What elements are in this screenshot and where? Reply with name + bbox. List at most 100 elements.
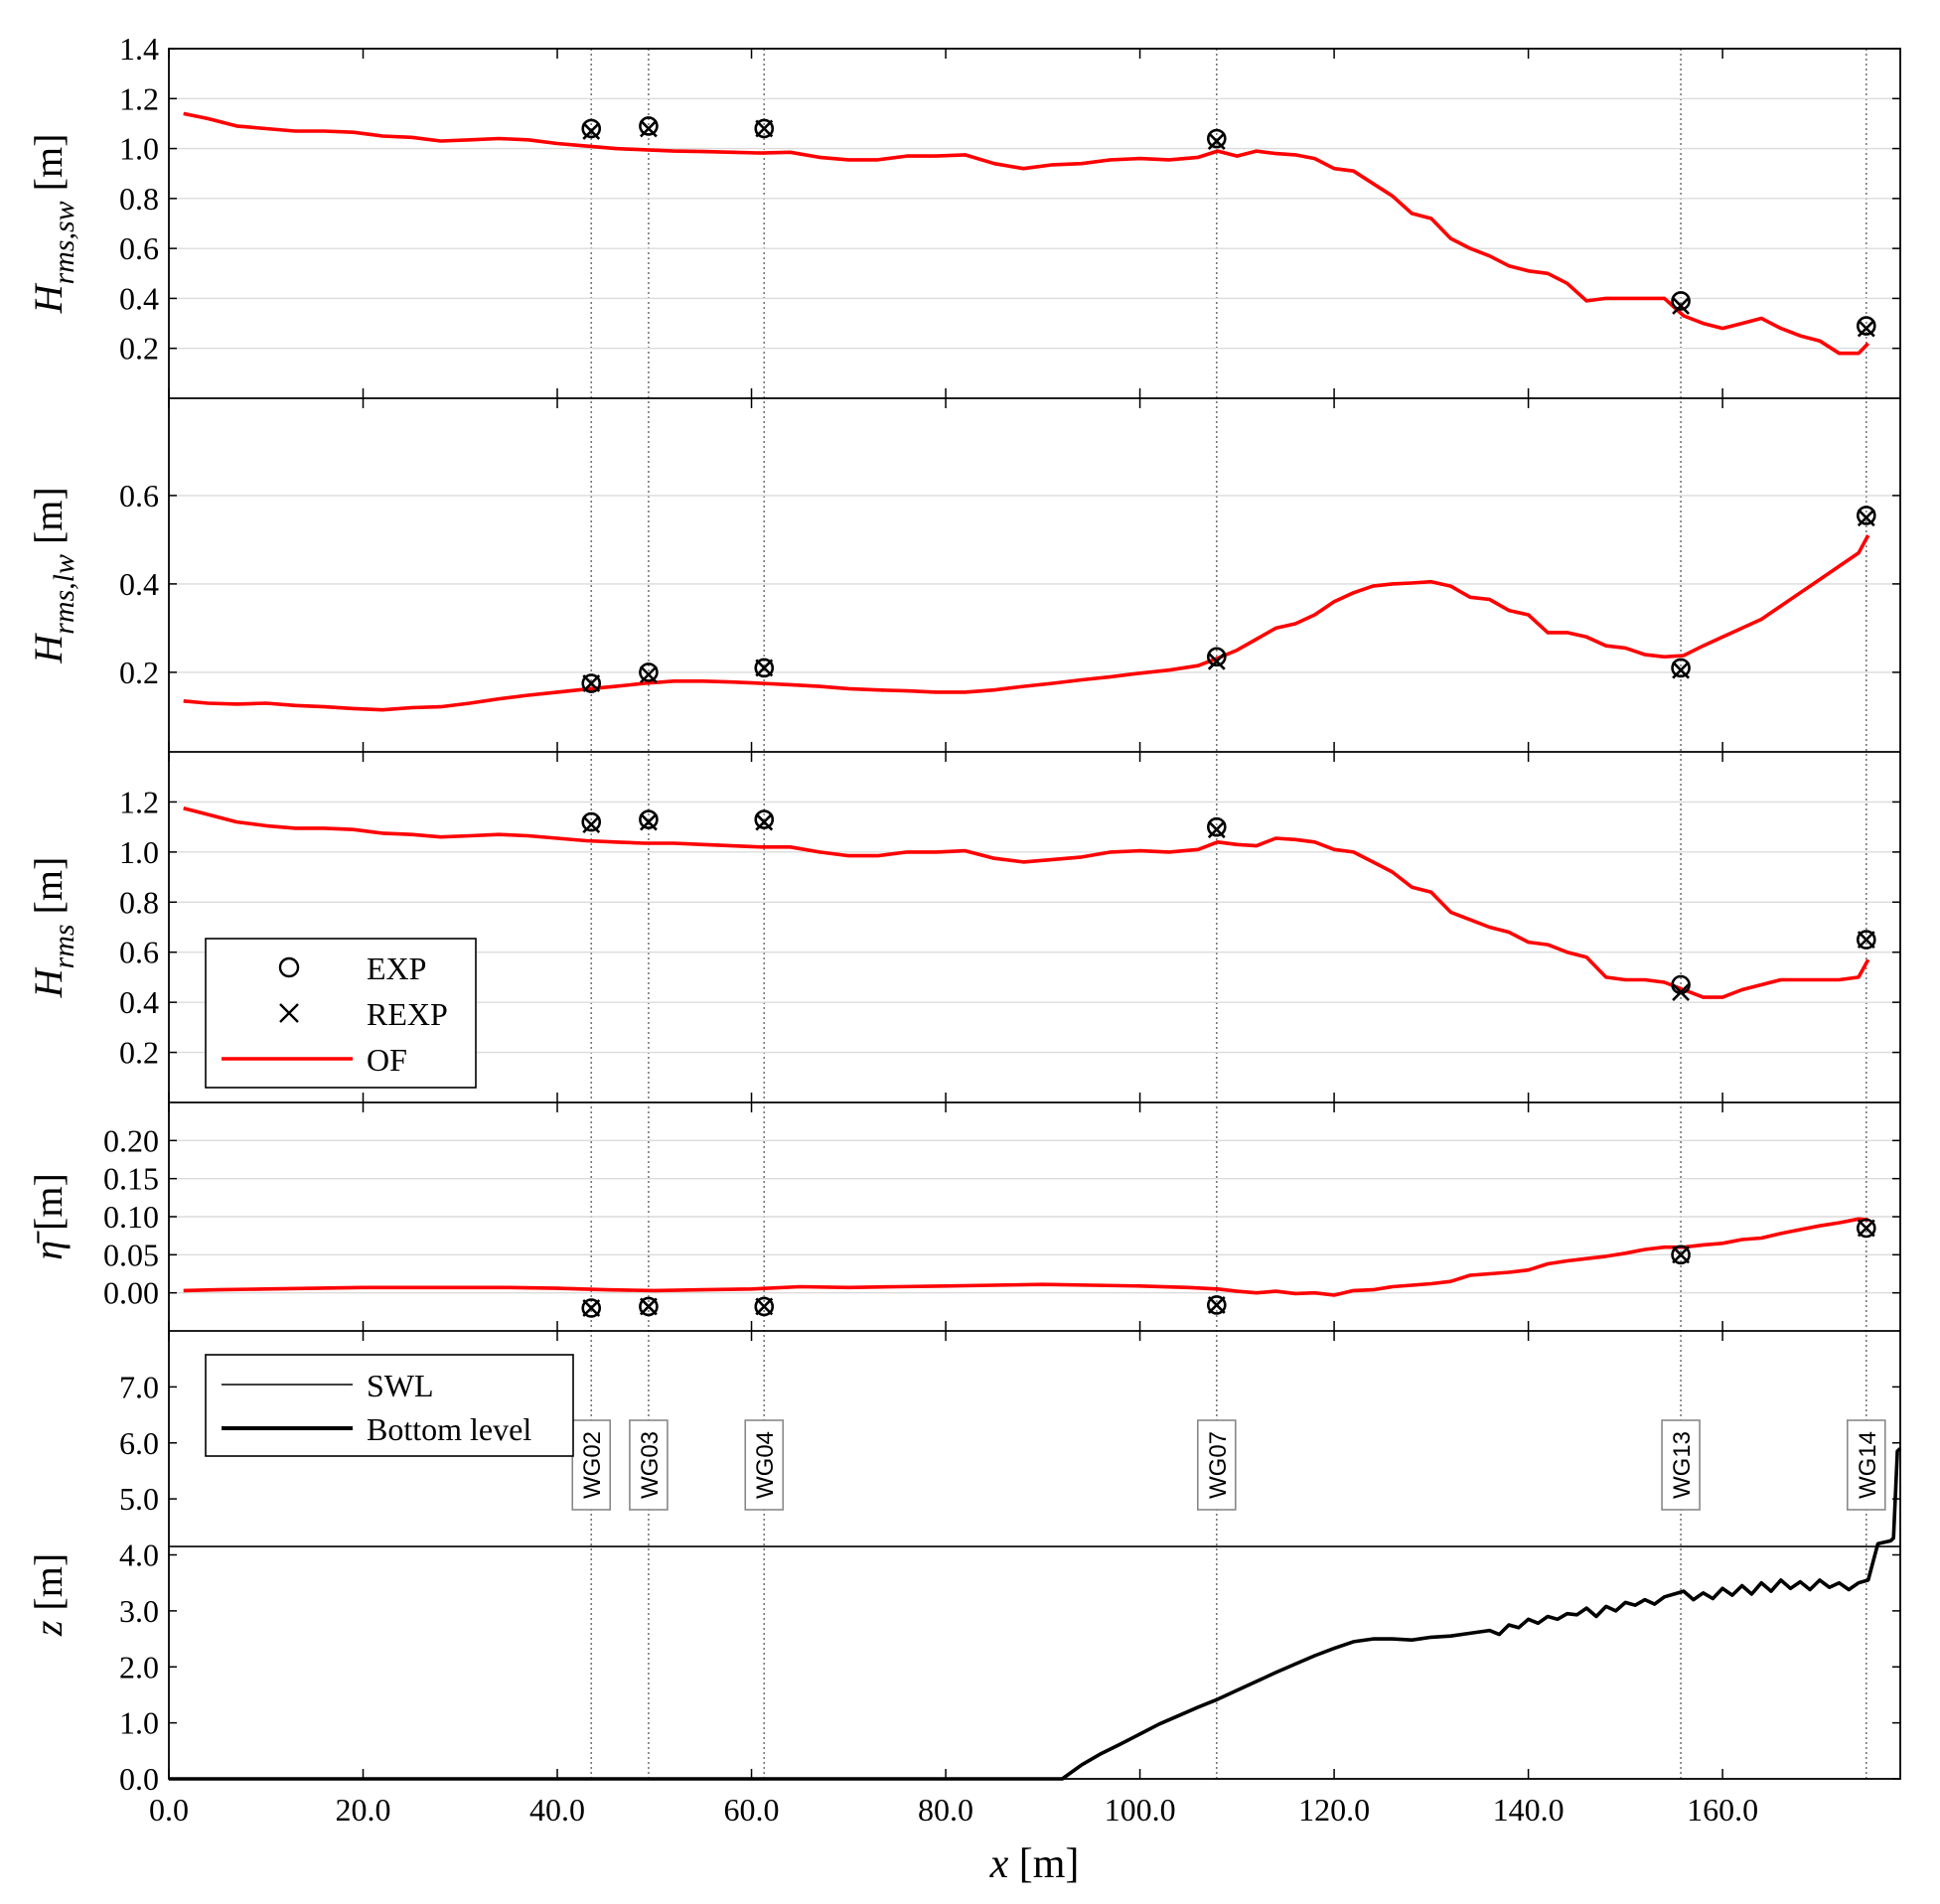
x-tick-label: 100.0 bbox=[1105, 1792, 1176, 1828]
x-tick-label: 80.0 bbox=[918, 1792, 973, 1828]
y-tick-label: 5.0 bbox=[119, 1481, 159, 1517]
bottom-level-line bbox=[169, 1447, 1902, 1781]
svg-text:z [m]: z [m] bbox=[26, 1553, 71, 1637]
exp-point bbox=[1206, 816, 1227, 837]
svg-text:η̄ [m]: η̄ [m] bbox=[26, 1173, 71, 1260]
exp-point bbox=[1856, 1218, 1876, 1239]
exp-point bbox=[581, 118, 602, 139]
x-tick-label: 60.0 bbox=[724, 1792, 780, 1828]
rexp-point bbox=[1672, 660, 1690, 679]
legend-label: Bottom level bbox=[367, 1411, 531, 1447]
legend-box-bottom bbox=[205, 1354, 574, 1457]
rexp-point bbox=[1857, 931, 1875, 950]
y-tick-label: 1.4 bbox=[119, 31, 159, 67]
exp-point bbox=[581, 811, 602, 832]
x-tick-label: 40.0 bbox=[529, 1792, 585, 1828]
y-axis-label: Hrms,lw [m] bbox=[26, 487, 80, 664]
y-tick-label: 1.0 bbox=[119, 131, 159, 167]
y-tick-label: 0.15 bbox=[103, 1161, 159, 1197]
exp-point bbox=[1856, 506, 1876, 525]
svg-text:Hrms,lw [m]: Hrms,lw [m] bbox=[26, 487, 80, 664]
rexp-point bbox=[582, 122, 601, 140]
legend-label: EXP bbox=[367, 951, 426, 986]
x-tick-label: 160.0 bbox=[1687, 1792, 1758, 1828]
y-tick-label: 0.4 bbox=[119, 566, 159, 602]
y-tick-label: 6.0 bbox=[119, 1425, 159, 1461]
y-axis-label: η̄ [m] bbox=[26, 1173, 71, 1260]
y-tick-label: 1.0 bbox=[119, 1705, 159, 1741]
y-tick-label: 0.20 bbox=[103, 1122, 159, 1158]
exp-point bbox=[754, 118, 775, 139]
rexp-point bbox=[755, 1297, 774, 1316]
rexp-point bbox=[1857, 509, 1875, 527]
exp-point bbox=[1856, 930, 1876, 950]
rexp-point bbox=[1857, 319, 1875, 338]
rexp-point bbox=[1207, 1296, 1226, 1314]
y-tick-label: 2.0 bbox=[119, 1649, 159, 1684]
svg-text:Hrms,sw [m]: Hrms,sw [m] bbox=[26, 134, 80, 315]
of-series-line bbox=[183, 111, 1869, 356]
gauge-label: WG04 bbox=[752, 1431, 779, 1499]
gauge-label-box bbox=[744, 1419, 785, 1511]
y-axis-label: z [m] bbox=[26, 1553, 71, 1637]
y-tick-label: 1.0 bbox=[119, 834, 159, 870]
rexp-point bbox=[1672, 297, 1690, 315]
rexp-point bbox=[1207, 652, 1226, 670]
gauge-label: WG02 bbox=[579, 1431, 606, 1499]
exp-point bbox=[581, 673, 602, 693]
x-tick-label: 20.0 bbox=[336, 1792, 391, 1828]
y-axis-label: Hrms,sw [m] bbox=[26, 134, 80, 315]
rexp-point bbox=[582, 1299, 601, 1317]
rexp-point bbox=[1207, 132, 1226, 150]
y-tick-label: 0.2 bbox=[119, 331, 159, 366]
gauge-label: WG14 bbox=[1855, 1431, 1881, 1499]
y-tick-label: 0.8 bbox=[119, 181, 159, 217]
rexp-point bbox=[1672, 983, 1690, 1001]
exp-point bbox=[754, 658, 775, 678]
rexp-point bbox=[639, 119, 658, 138]
y-tick-label: 0.2 bbox=[119, 655, 159, 690]
of-series-line bbox=[183, 534, 1870, 712]
rexp-point bbox=[639, 812, 658, 831]
y-tick-label: 0.4 bbox=[119, 984, 159, 1020]
legend-label: OF bbox=[367, 1042, 407, 1078]
y-tick-label: 0.8 bbox=[119, 884, 159, 920]
gauge-label: WG07 bbox=[1205, 1431, 1232, 1499]
y-tick-label: 0.2 bbox=[119, 1035, 159, 1071]
y-tick-label: 3.0 bbox=[119, 1593, 159, 1629]
y-tick-label: 0.05 bbox=[103, 1237, 159, 1272]
gauge-label-box bbox=[1661, 1419, 1701, 1511]
exp-point bbox=[639, 116, 659, 136]
exp-point bbox=[639, 662, 659, 682]
y-tick-label: 1.2 bbox=[119, 784, 159, 819]
of-series-line bbox=[183, 1217, 1868, 1297]
plot-frame bbox=[168, 48, 1901, 1780]
y-tick-label: 1.2 bbox=[119, 80, 159, 116]
rexp-point bbox=[755, 812, 774, 831]
gauge-label: WG13 bbox=[1669, 1431, 1696, 1499]
gauge-label-box bbox=[629, 1419, 669, 1511]
gauge-label: WG03 bbox=[637, 1431, 664, 1499]
y-tick-label: 0.6 bbox=[119, 935, 159, 970]
legend-box bbox=[205, 938, 477, 1089]
y-tick-label: 0.4 bbox=[119, 280, 159, 316]
gauge-label-box bbox=[1846, 1419, 1886, 1511]
exp-point bbox=[754, 809, 775, 829]
exp-point bbox=[639, 809, 659, 829]
y-tick-label: 7.0 bbox=[119, 1369, 159, 1404]
legend-rexp-marker bbox=[279, 1003, 299, 1023]
legend-exp-marker bbox=[278, 956, 300, 978]
rexp-point bbox=[1672, 1245, 1690, 1264]
of-series-line bbox=[183, 806, 1870, 999]
rexp-point bbox=[1857, 1219, 1875, 1238]
gauge-label-box bbox=[1196, 1419, 1237, 1511]
rexp-point bbox=[755, 659, 774, 677]
exp-point bbox=[1671, 1245, 1691, 1265]
x-tick-label: 140.0 bbox=[1493, 1792, 1565, 1828]
exp-point bbox=[639, 1296, 659, 1317]
y-tick-label: 0.6 bbox=[119, 478, 159, 513]
y-tick-label: 0.0 bbox=[119, 1761, 159, 1797]
exp-point bbox=[1671, 658, 1691, 678]
y-tick-label: 0.00 bbox=[103, 1275, 159, 1311]
